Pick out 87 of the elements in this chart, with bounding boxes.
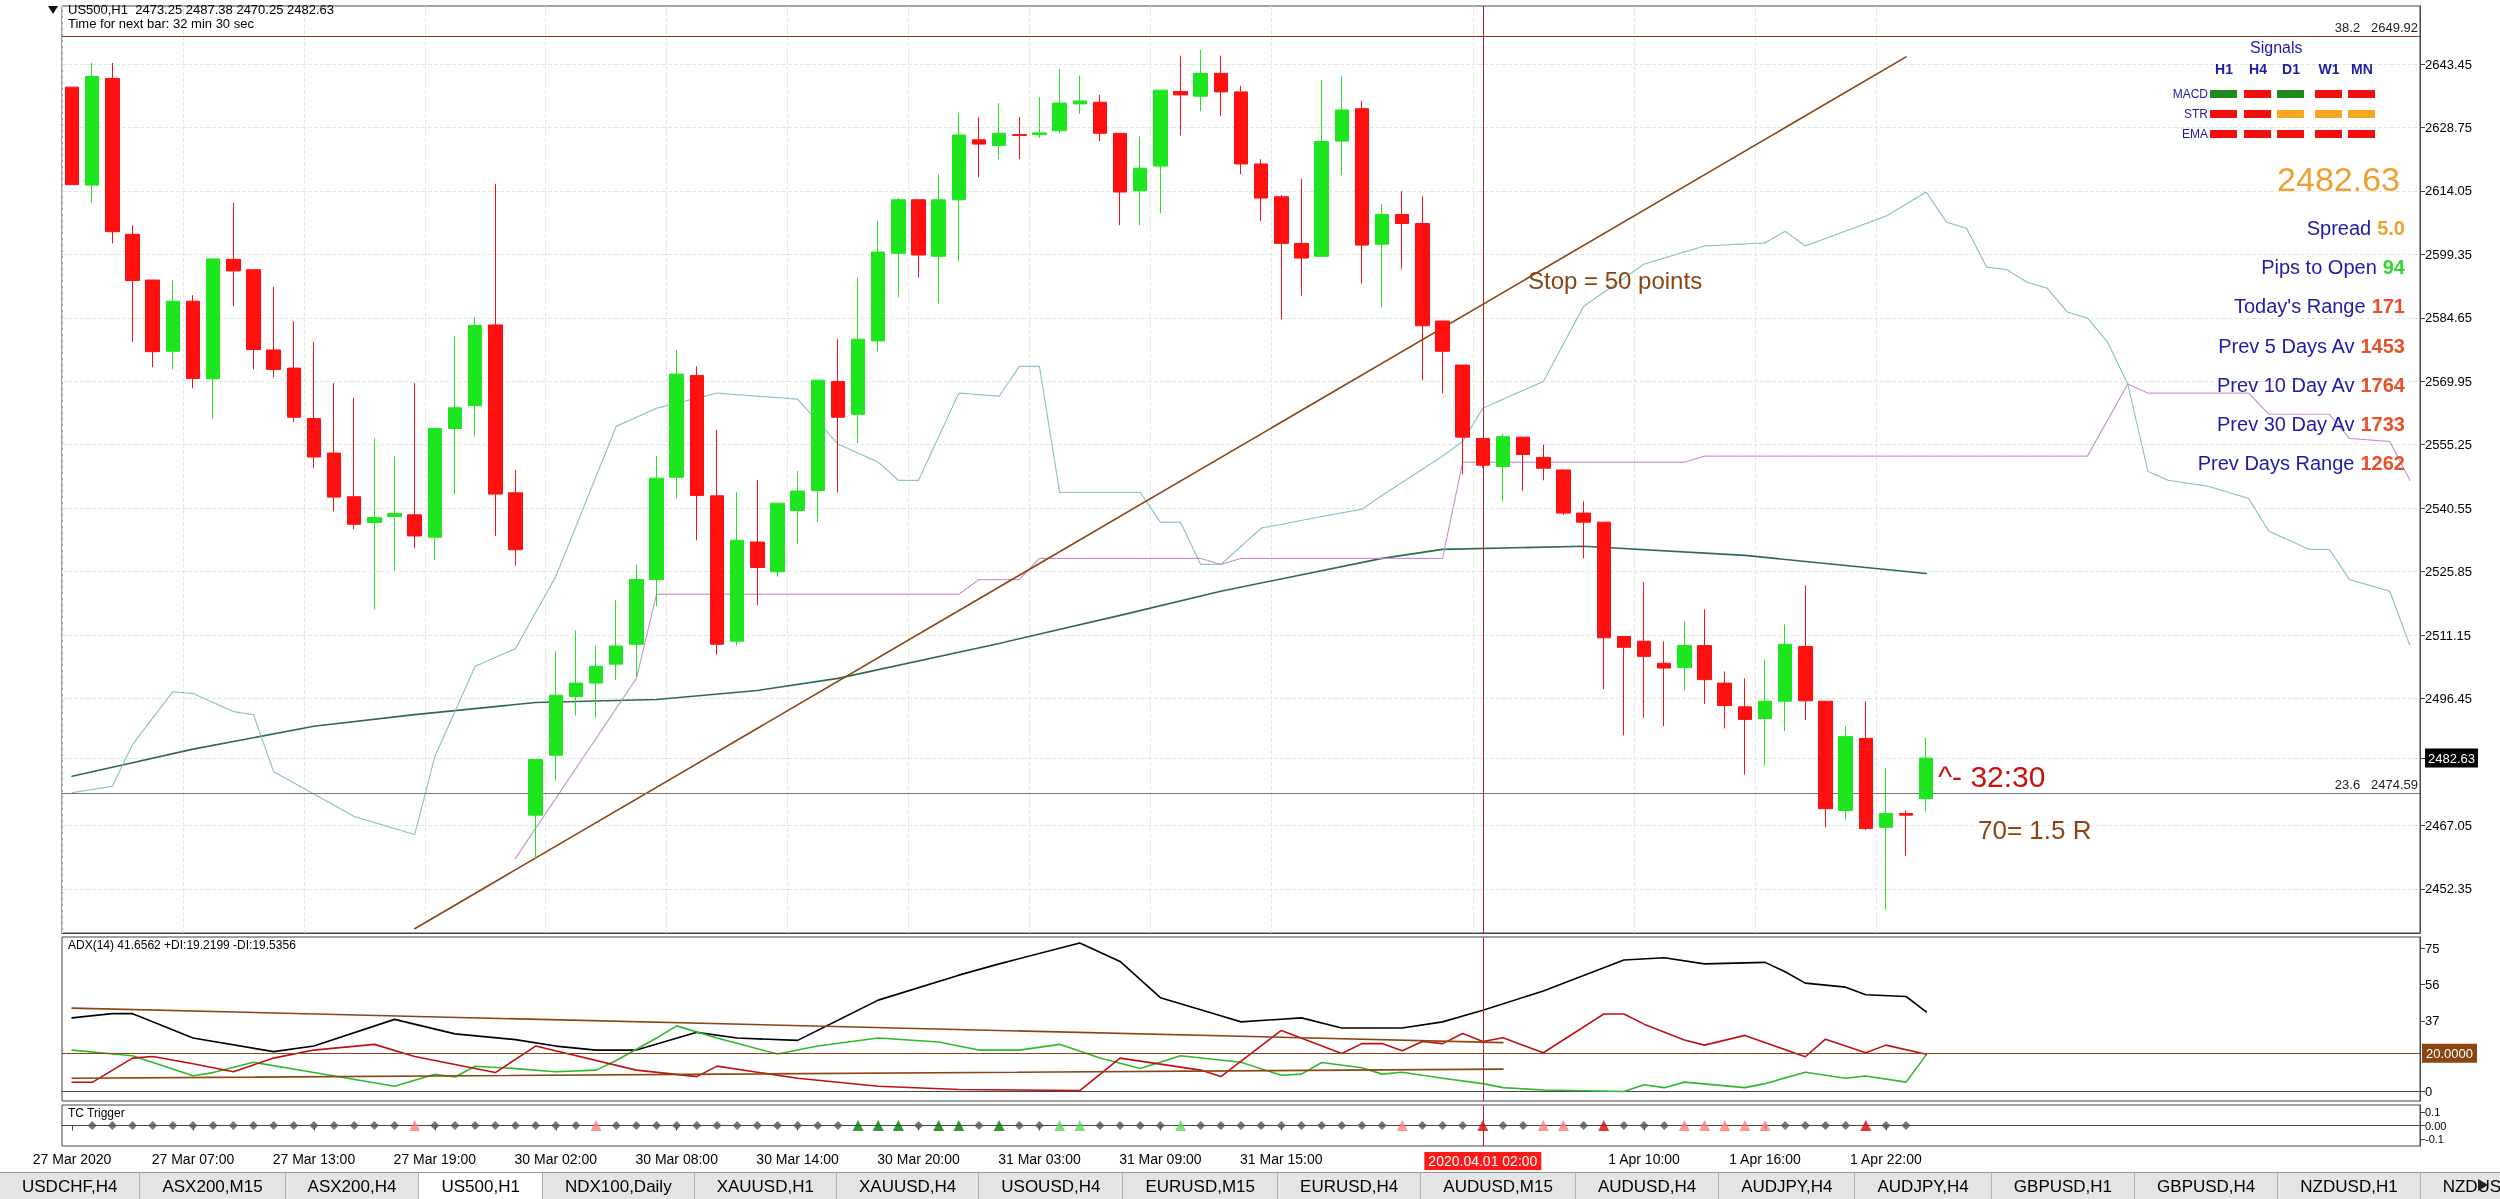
text: ASX200,M15 bbox=[140, 1173, 286, 1199]
x-tick-label: 31 Mar 03:00 bbox=[998, 1151, 1081, 1167]
text: USOUSD,H4 bbox=[979, 1173, 1124, 1199]
chart-title: US500,H1 2473.25 2487.38 2470.25 2482.63 bbox=[68, 2, 335, 17]
y-tick-label: 2525.85 bbox=[2425, 564, 2472, 580]
x-tick-label: 31 Mar 09:00 bbox=[1119, 1151, 1202, 1167]
text: ASX200,H4 bbox=[285, 1173, 420, 1199]
annotation: ^- 32:30 bbox=[1938, 759, 2046, 793]
x-tick-label: 30 Mar 02:00 bbox=[514, 1151, 598, 1167]
annotation: 2482.63 bbox=[2277, 160, 2400, 198]
annotation: Stop = 50 points bbox=[1528, 266, 1703, 294]
text: USDCHF,H4 bbox=[0, 1173, 141, 1199]
annotation: D1 bbox=[2281, 61, 2301, 77]
y-tick-label: 56 bbox=[2425, 977, 2440, 993]
y-tick-label: 2511.15 bbox=[2425, 627, 2472, 643]
annotation: W1 bbox=[2317, 61, 2341, 77]
annotation: Signals bbox=[2250, 39, 2303, 56]
y-tick-label: 2452.35 bbox=[2425, 881, 2472, 897]
annotation: Today's Range bbox=[2233, 295, 2366, 318]
y-tick-label: 2482.63 bbox=[2428, 750, 2475, 766]
ref-line-label: 23.6 2474.59 bbox=[2334, 776, 2418, 792]
text: XAUUSD,H1 bbox=[694, 1173, 837, 1199]
x-tick-label: 1 Apr 22:00 bbox=[1850, 1151, 1922, 1167]
annotation: EMA bbox=[2181, 127, 2208, 141]
y-tick-label: 75 bbox=[2425, 940, 2440, 956]
annotation: Spread bbox=[2306, 217, 2372, 239]
chart-title: TC Trigger bbox=[68, 1106, 125, 1120]
text: AUDJPY,H4 bbox=[1719, 1173, 1856, 1199]
annotation: Prev 30 Day Av bbox=[2217, 413, 2355, 435]
x-tick-label: 2020.04.01 02:00 bbox=[1428, 1153, 1538, 1169]
annotation: 70= 1.5 R bbox=[1978, 815, 2092, 845]
text: NDX100,Daily bbox=[542, 1173, 695, 1199]
text: US500,H1 bbox=[419, 1173, 543, 1199]
annotation: 1764 bbox=[2360, 373, 2405, 396]
y-tick-label: 37 bbox=[2425, 1013, 2440, 1029]
annotation: H1 bbox=[2214, 61, 2234, 77]
y-tick-label: 2555.25 bbox=[2425, 437, 2472, 453]
annotation: Prev Days Range bbox=[2197, 452, 2355, 475]
annotation: 94 bbox=[2382, 256, 2405, 279]
text: GBPUSD,H1 bbox=[1991, 1173, 2136, 1199]
text: Time for next bar: 32 min 30 sec bbox=[68, 16, 255, 31]
annotation: 5.0 bbox=[2377, 217, 2405, 239]
text: NZDUSD,H1 bbox=[2278, 1173, 2421, 1199]
x-tick-label: 1 Apr 10:00 bbox=[1608, 1151, 1681, 1167]
x-tick-label: 27 Mar 13:00 bbox=[272, 1151, 356, 1167]
y-tick-label: 2496.45 bbox=[2425, 690, 2472, 706]
text: AUDUSD,M15 bbox=[1421, 1173, 1576, 1199]
x-tick-label: 30 Mar 14:00 bbox=[756, 1151, 840, 1167]
y-tick-label: 2540.55 bbox=[2425, 500, 2472, 516]
annotation: H4 bbox=[2248, 61, 2268, 77]
text: AUDUSD,H4 bbox=[1575, 1173, 1720, 1199]
text: AUDJPY,H4 bbox=[1855, 1173, 1992, 1199]
y-tick-label: -0.1 bbox=[2425, 1133, 2444, 1146]
y-tick-label: 2467.05 bbox=[2425, 817, 2472, 833]
x-tick-label: 30 Mar 08:00 bbox=[635, 1151, 719, 1167]
chart-title: ADX(14) 41.6562 +DI:19.2199 -DI:19.5356 bbox=[68, 938, 297, 952]
annotation: MACD bbox=[2172, 87, 2208, 101]
x-tick-label: 30 Mar 20:00 bbox=[877, 1151, 960, 1167]
ref-line-label: 38.2 2649.92 bbox=[2334, 20, 2418, 36]
ref-line-label: 20.0000 bbox=[2426, 1045, 2473, 1061]
y-tick-label: 0.00 bbox=[2425, 1119, 2447, 1132]
annotation: 1733 bbox=[2360, 413, 2405, 435]
annotation: Prev 5 Days Av bbox=[2218, 334, 2355, 357]
text: XAUUSD,H4 bbox=[836, 1173, 980, 1199]
text: EURUSD,M15 bbox=[1123, 1173, 1279, 1199]
annotation: STR bbox=[2184, 107, 2208, 121]
y-tick-label: 2584.65 bbox=[2425, 310, 2472, 326]
y-tick-label: 2599.35 bbox=[2425, 246, 2472, 262]
y-tick-label: 0.1 bbox=[2425, 1105, 2441, 1118]
y-tick-label: 2569.95 bbox=[2425, 373, 2472, 389]
annotation: 1453 bbox=[2360, 334, 2405, 357]
annotation: Pips to Open bbox=[2261, 256, 2377, 279]
x-tick-label: 1 Apr 16:00 bbox=[1729, 1151, 1802, 1167]
x-tick-label: 27 Mar 07:00 bbox=[151, 1151, 235, 1167]
x-tick-label: 27 Mar 19:00 bbox=[393, 1151, 477, 1167]
annotation: Prev 10 Day Av bbox=[2217, 373, 2355, 396]
annotation: 171 bbox=[2371, 295, 2405, 318]
x-tick-label: 31 Mar 15:00 bbox=[1240, 1151, 1323, 1167]
text: GBPUSD,H4 bbox=[2135, 1173, 2279, 1199]
text: EURUSD,H4 bbox=[1278, 1173, 1422, 1199]
annotation: 1262 bbox=[2360, 452, 2405, 475]
x-tick-label: 27 Mar 2020 bbox=[32, 1151, 112, 1167]
y-tick-label: 2628.75 bbox=[2425, 119, 2472, 135]
y-tick-label: 2643.45 bbox=[2425, 56, 2472, 72]
y-tick-label: 2614.05 bbox=[2425, 183, 2472, 199]
annotation: MN bbox=[2350, 61, 2374, 77]
y-tick-label: 0 bbox=[2425, 1083, 2433, 1099]
